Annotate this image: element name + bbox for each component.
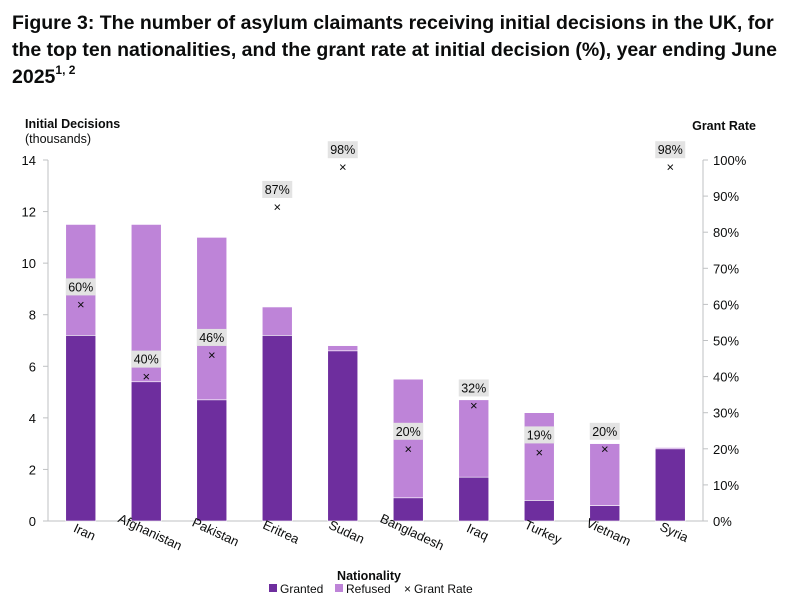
y2-tick-label: 30% [713,406,739,421]
grant-rate-label-bg [262,180,293,198]
legend-label: Grant Rate [414,582,473,594]
bar-refused [589,443,621,506]
y-tick-label: 14 [22,153,36,168]
grant-rate-marker: × [666,160,674,175]
x-tick-label: Sudan [326,517,366,546]
y-tick-label: 12 [22,205,36,220]
x-axis-title: Nationality [337,569,401,583]
bar-granted [65,335,97,522]
y2-tick-label: 90% [713,189,739,204]
grant-rate-label: 20% [396,425,421,439]
figure-title: Figure 3: The number of asylum claimants… [12,12,777,88]
grant-rate-label: 19% [527,428,552,442]
bar-granted [654,448,686,522]
grant-rate-label-bg [131,350,162,368]
y2-tick-label: 60% [713,297,739,312]
grant-rate-label: 40% [134,353,159,367]
y-tick-label: 2 [29,462,36,477]
grant-rate-label-bg [458,379,489,397]
y2-axis-title: Grant Rate [692,119,756,133]
y2-axis-ticks: 0% 10% 20% 30% 40% 50% 60% 70% 80% 90% 100% [703,153,747,529]
grant-rate-marker: × [142,369,150,384]
y-axis-ticks: 0 2 4 6 8 10 12 14 [22,153,48,529]
grant-rate-label: 98% [658,143,683,157]
y2-tick-label: 50% [713,334,739,349]
bar-refused [261,306,293,336]
bar-refused [654,447,686,450]
y-tick-label: 0 [29,514,36,529]
x-tick-label: Eritrea [261,517,303,547]
grant-rate-label: 20% [592,425,617,439]
y2-tick-label: 70% [713,261,739,276]
legend: Granted Refused × Grant Rate [269,582,473,594]
y2-tick-label: 20% [713,442,739,457]
y2-tick-label: 80% [713,225,739,240]
grant-rate-label-bg [65,278,96,296]
y2-tick-label: 0% [713,514,732,529]
grant-rate-label: 98% [330,143,355,157]
grant-rate-label-bg [196,328,227,346]
legend-swatch-refused [335,584,343,592]
bar-granted [196,399,228,522]
grant-rate-marker: × [601,441,609,456]
grant-rate-label: 32% [461,381,486,395]
grant-rate-marker: × [339,160,347,175]
legend-grant-rate-marker: × [404,582,411,594]
grant-rate-label: 46% [199,331,224,345]
bar-refused [327,345,359,352]
grant-rate-marker: × [273,199,281,214]
bar-refused [196,237,228,401]
grant-rate-label-bg [655,141,686,159]
y2-tick-label: 10% [713,478,739,493]
legend-swatch-granted [269,584,277,592]
bar-granted [327,350,359,522]
grant-rate-marker: × [77,297,85,312]
bar-granted [130,381,162,522]
y2-tick-label: 40% [713,370,739,385]
y-tick-label: 6 [29,359,36,374]
legend-label: Refused [346,582,391,594]
bars-group [65,224,686,522]
grant-rate-marker: × [470,398,478,413]
legend-label: Granted [280,582,323,594]
grant-rate-label: 60% [68,280,93,294]
grant-rate-marker: × [535,445,543,460]
grant-rate-marker: × [404,441,412,456]
bar-granted [458,476,490,522]
grant-rate-label-bg [393,422,424,440]
grant-rate-markers: × 60% × 40% × 46% × 87% × 98% × 20% × 32% × 19% × 20% × 98% [65,141,686,460]
x-tick-label: Iraq [464,520,491,543]
grant-rate-label-bg [589,422,620,440]
footnote-refs: 1, 2 [55,63,76,77]
y-tick-label: 4 [29,411,36,426]
bar-granted [261,335,293,522]
grant-rate-label-bg [327,141,358,159]
y2-tick-label: 100% [713,153,747,168]
y-tick-label: 8 [29,308,36,323]
grant-rate-marker: × [208,347,216,362]
x-tick-label: Iran [71,520,98,543]
grant-rate-label-bg [524,426,555,444]
grant-rate-label: 87% [265,183,290,197]
y-axis-title: Initial Decisions [25,117,120,131]
bar-refused [458,399,490,478]
y-tick-label: 10 [22,256,36,271]
y-axis-subtitle: (thousands) [25,132,91,146]
x-tick-label: Syria [658,519,692,545]
